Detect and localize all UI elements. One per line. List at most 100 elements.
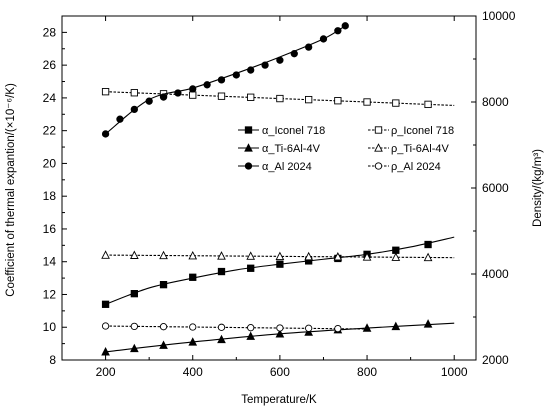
data-point [362, 323, 372, 332]
series-4 [101, 250, 455, 262]
data-point [391, 321, 401, 331]
data-point [423, 252, 433, 262]
series-1 [101, 236, 455, 308]
data-point [261, 61, 269, 69]
legend-marker [374, 126, 383, 134]
y-left-tick-label: 14 [43, 255, 57, 269]
legend-marker [244, 143, 253, 152]
legend-marker [244, 126, 253, 134]
data-point [159, 323, 168, 331]
data-point [319, 35, 328, 43]
data-point [362, 252, 372, 261]
data-point [333, 252, 343, 261]
data-point [189, 91, 197, 99]
data-point [217, 92, 226, 100]
y-left-tick-label: 10 [43, 320, 57, 334]
data-point [188, 250, 198, 260]
data-point [247, 93, 255, 101]
data-point [101, 130, 110, 138]
data-point [276, 260, 284, 268]
data-point [130, 250, 139, 259]
data-point [159, 250, 168, 260]
data-point [130, 322, 138, 331]
x-tick-label: 600 [270, 365, 290, 379]
y-left-tick-label: 18 [43, 189, 57, 203]
legend-marker [374, 143, 383, 152]
data-point [101, 88, 110, 96]
data-point [189, 85, 197, 93]
data-point [246, 331, 256, 340]
data-point [275, 251, 285, 261]
data-point [101, 322, 110, 330]
data-point [424, 240, 432, 249]
data-point [424, 100, 432, 109]
x-tick-label: 200 [96, 365, 116, 379]
x-tick-label: 400 [183, 365, 203, 379]
y-left-tick-label: 8 [49, 353, 56, 367]
y-right-axis-title: Density/(kg/m³) [532, 149, 544, 227]
data-point [217, 267, 226, 276]
y-left-tick-label: 22 [43, 124, 57, 138]
legend-label: α_Ti-6Al-4V [262, 143, 321, 155]
data-point [217, 251, 226, 260]
y-left-axis-title: Coefficient of thermal expantion/(×10⁻⁶/… [5, 83, 17, 297]
data-point [101, 250, 110, 259]
data-point [130, 290, 138, 298]
data-point [203, 81, 211, 89]
data-point [116, 115, 124, 123]
series-6 [101, 322, 368, 333]
data-point [290, 50, 298, 58]
data-point [188, 337, 198, 346]
data-point [276, 324, 284, 332]
y-left-tick-label: 20 [43, 156, 57, 170]
data-point [305, 324, 313, 332]
data-point [217, 76, 226, 84]
data-point [130, 343, 139, 353]
data-point [423, 319, 433, 328]
plot-frame [61, 15, 477, 361]
y-right-tick-label: 8000 [482, 95, 509, 109]
y-left-tick-label: 12 [43, 287, 57, 301]
data-point [130, 89, 138, 97]
x-tick-label: 1000 [441, 365, 468, 379]
y-right-tick-label: 4000 [482, 267, 509, 281]
legend: α_Iconel 718 ρ_Iconel 718 α_Ti-6Al-4V ρ_Ti-… [238, 125, 454, 173]
data-point [275, 329, 285, 338]
data-point [334, 324, 342, 333]
legend-label: ρ_Al 2024 [391, 161, 441, 173]
x-tick-label: 800 [357, 365, 377, 379]
data-point [189, 323, 197, 331]
data-point [159, 93, 168, 101]
legend-label: α_Al 2024 [262, 161, 312, 173]
data-point [276, 94, 284, 103]
series-layer [101, 22, 455, 356]
legend-marker [244, 162, 253, 170]
data-point [305, 43, 313, 51]
y-right-tick-label: 2000 [482, 353, 509, 367]
series-2 [101, 88, 455, 109]
data-point [130, 105, 138, 114]
data-point [391, 252, 401, 261]
legend-label: α_Iconel 718 [262, 125, 325, 137]
data-point [247, 264, 255, 272]
y-left-tick-label: 28 [43, 25, 57, 39]
data-point [247, 66, 255, 74]
data-point [341, 22, 349, 30]
data-point [363, 98, 371, 106]
ticks-layer: 200 400 600 800 1000 8 10 12 14 16 18 20 22 24 26 28 200… [43, 9, 516, 379]
legend-label: ρ_Ti-6Al-4V [391, 143, 449, 155]
data-point [276, 56, 284, 64]
data-point [217, 323, 226, 331]
legend-label: ρ_Iconel 718 [391, 125, 454, 137]
data-point [334, 27, 342, 35]
y-right-tick-label: 6000 [482, 181, 509, 195]
data-point [247, 324, 255, 332]
data-point [189, 273, 197, 281]
data-point [392, 99, 400, 107]
y-left-tick-label: 16 [43, 222, 57, 236]
data-point [232, 71, 240, 79]
data-point [334, 97, 342, 105]
data-point [159, 280, 168, 289]
series-5 [101, 22, 349, 138]
